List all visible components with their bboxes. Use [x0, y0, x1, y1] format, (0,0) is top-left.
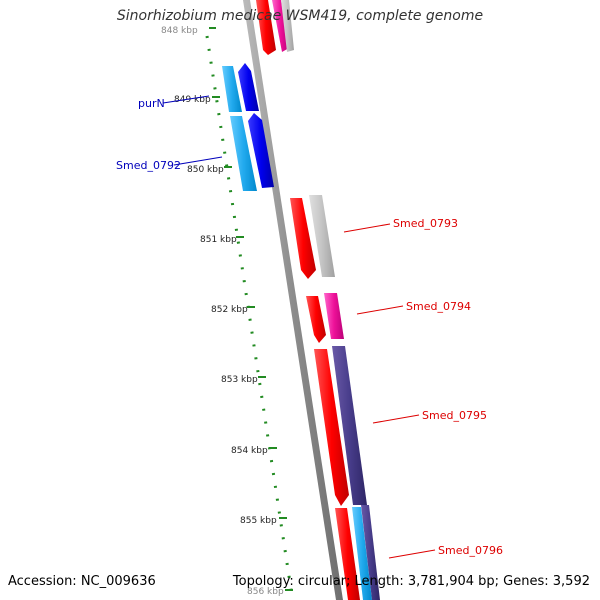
ruler-label: 851 kbp: [200, 235, 237, 245]
ruler-label: 849 kbp: [174, 95, 211, 105]
gene-arrow-smed-0794[interactable]: [306, 296, 326, 343]
ruler-ticks: [209, 27, 293, 591]
gene-label-purN[interactable]: purN: [138, 97, 165, 110]
ruler-label: 855 kbp: [240, 516, 277, 526]
gene-label-smed-0794[interactable]: Smed_0794: [406, 300, 471, 313]
backbone-strand: [243, 0, 343, 600]
gene-arrow[interactable]: [256, 0, 276, 55]
gene-arrow[interactable]: [281, 0, 294, 52]
gene-arrow-smed-0794-2[interactable]: [324, 293, 344, 339]
gene-arrow-smed-0792-2[interactable]: [248, 113, 274, 188]
ruler-label: 856 kbp: [247, 587, 284, 597]
gene-label-smed-0792[interactable]: Smed_0792: [116, 159, 181, 172]
map-title: Sinorhizobium medicae WSM419, complete g…: [116, 8, 484, 24]
gene-arrow[interactable]: [272, 0, 289, 52]
gene-arrow-smed-0793[interactable]: [290, 198, 316, 279]
leader-purN: [162, 95, 210, 104]
leader-smed-0795: [372, 414, 420, 424]
gene-arrow-smed-0796-3[interactable]: [361, 505, 380, 600]
leader-smed-0796: [388, 549, 436, 559]
genome-backbone: [243, 0, 343, 600]
leader-smed-0793: [343, 223, 391, 233]
gene-arrow-smed-0795-2[interactable]: [332, 346, 367, 505]
ruler-label: 850 kbp: [187, 165, 224, 175]
ruler-label: 853 kbp: [221, 375, 258, 385]
ruler-label: 852 kbp: [211, 305, 248, 315]
ruler-label: 854 kbp: [231, 446, 268, 456]
gene-features: [222, 0, 380, 600]
ruler-label: 848 kbp: [161, 26, 198, 36]
gene-label-smed-0795[interactable]: Smed_0795: [422, 409, 487, 422]
gene-arrow-smed-0795[interactable]: [314, 349, 349, 506]
leader-smed-0794: [356, 305, 404, 315]
gene-label-smed-0793[interactable]: Smed_0793: [393, 217, 458, 230]
gene-arrow-smed-0796-2[interactable]: [352, 507, 372, 600]
label-leaders: [162, 95, 436, 559]
accession-text: Accession: NC_009636: [8, 574, 156, 589]
leader-smed-0792: [173, 156, 223, 166]
gene-arrow-smed-0792[interactable]: [230, 116, 257, 191]
gene-arrow-purN-2[interactable]: [238, 63, 259, 111]
gene-arrow-smed-0796[interactable]: [335, 508, 360, 600]
genome-summary-text: Topology: circular; Length: 3,781,904 bp…: [232, 574, 590, 589]
gene-label-smed-0796[interactable]: Smed_0796: [438, 544, 503, 557]
gene-arrow-purN[interactable]: [222, 66, 242, 112]
ruler: 848 kbp 849 kbp 850 kbp 851 kbp 852 kbp …: [161, 26, 294, 597]
gene-arrow-smed-0793-2[interactable]: [309, 195, 335, 277]
